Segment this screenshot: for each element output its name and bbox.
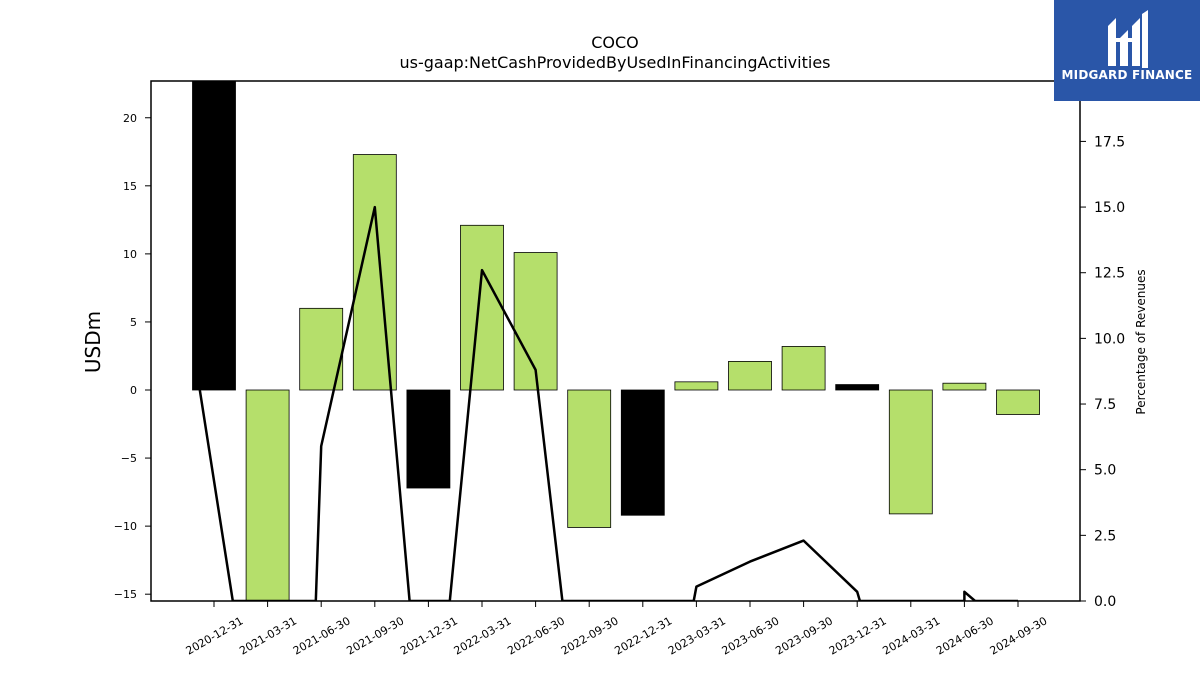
chart-subtitle: us-gaap:NetCashProvidedByUsedInFinancing…: [399, 53, 830, 72]
y2-tick-label: 17.5: [1094, 134, 1125, 150]
y-tick-label: 20: [123, 112, 137, 125]
percentage-line: [196, 205, 1018, 601]
y-tick-label: 0: [130, 384, 137, 397]
x-tick-label: 2021-06-30: [291, 614, 353, 657]
bar-2023-12-31: [835, 384, 880, 391]
x-tick-label: 2023-03-31: [666, 614, 728, 657]
x-tick-label: 2023-09-30: [773, 614, 835, 657]
y2-tick-label: 5.0: [1094, 463, 1116, 479]
x-tick-label: 2022-03-31: [452, 614, 514, 657]
bar-2021-06-30: [299, 307, 344, 391]
bar-2024-09-30: [996, 389, 1040, 415]
bar-2022-06-30: [513, 252, 558, 391]
x-tick-label: 2022-12-31: [612, 614, 674, 657]
y-tick-label: −5: [121, 452, 137, 465]
bar-2024-03-31: [888, 389, 933, 515]
plot-area: −15 −10 −5 0 5 10 15 20 0.0 2.5 5.0 7.5 10.0 12.5 15.0…: [114, 80, 1125, 658]
x-tick-label: 2021-09-30: [344, 614, 406, 657]
y-tick-label: 5: [130, 316, 137, 329]
y2-tick-label: 2.5: [1094, 528, 1116, 544]
y2-tick-label: 12.5: [1094, 266, 1125, 282]
y-tick-label: −15: [114, 588, 137, 601]
bar-2024-06-30: [942, 382, 987, 391]
x-tick-label: 2023-06-30: [720, 614, 782, 657]
bar-2022-03-31: [460, 224, 504, 391]
brand-logo-text: MIDGARD FINANCE: [1061, 68, 1193, 82]
y2-tick-label: 10.0: [1094, 331, 1125, 347]
chart-title: COCO: [591, 33, 639, 52]
x-tick-label: 2024-03-31: [880, 614, 942, 657]
bar-2022-09-30: [567, 389, 612, 528]
bar-2020-12-31: [192, 81, 236, 391]
x-tick-label: 2020-12-31: [184, 614, 246, 657]
y-tick-label: 10: [123, 248, 137, 261]
y2-axis-label: Percentage of Revenues: [1134, 269, 1148, 414]
x-tick-label: 2022-09-30: [559, 614, 621, 657]
y2-tick-label: 15.0: [1094, 200, 1125, 216]
y-tick-label: −10: [114, 520, 137, 533]
x-tick-label: 2023-12-31: [827, 614, 889, 657]
brand-logo-icon: [1108, 10, 1148, 68]
y2-tick-label: 0.0: [1094, 594, 1116, 610]
bar-2021-12-31: [406, 389, 451, 489]
y2-tick-label: 7.5: [1094, 397, 1116, 413]
bar-2023-09-30: [781, 346, 826, 391]
bar-2022-12-31: [620, 389, 665, 516]
x-tick-label: 2021-03-31: [237, 614, 299, 657]
x-tick-label: 2021-12-31: [398, 614, 460, 657]
bar-2023-03-31: [674, 381, 719, 391]
x-tick-label: 2024-09-30: [988, 614, 1050, 657]
bar-2023-06-30: [728, 361, 772, 391]
x-tick-label: 2024-06-30: [934, 614, 996, 657]
plot-marks: [192, 81, 1040, 601]
brand-logo: MIDGARD FINANCE: [1054, 0, 1200, 101]
bar-2021-03-31: [245, 389, 290, 601]
y-axis-label: USDm: [81, 311, 105, 373]
y-tick-label: 15: [123, 180, 137, 193]
plot-frame: [150, 80, 1081, 602]
x-tick-label: 2022-06-30: [505, 614, 567, 657]
